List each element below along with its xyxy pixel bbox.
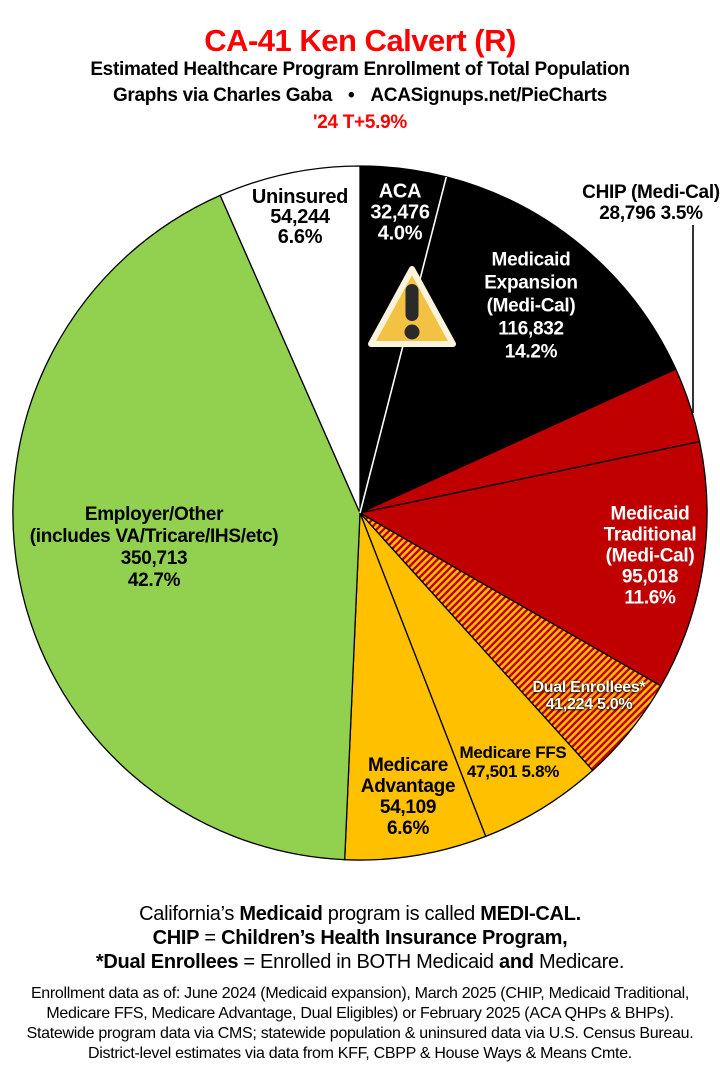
slice-label-medicaid-expansion: Medicaid Expansion (Medi-Cal) 116,832 14… xyxy=(484,249,578,363)
footnote-chip-definition: CHIP = Children’s Health Insurance Progr… xyxy=(152,927,568,949)
bullet-separator: • xyxy=(348,85,355,106)
warning-exclamation-dot xyxy=(404,324,420,340)
pie-slice-medicare-ffs xyxy=(359,512,594,838)
page-title: CA-41 Ken Calvert (R) xyxy=(204,23,516,58)
pie-slice-medicaid-traditional xyxy=(359,440,708,687)
source-line-4: District-level estimates via data from K… xyxy=(88,1045,632,1062)
slice-label-medicaid-traditional: Medicaid Traditional (Medi-Cal) 95,018 1… xyxy=(603,503,697,609)
credit-line: Graphs via Charles Gaba • ACASignups.net/P… xyxy=(0,84,720,108)
warning-exclamation-bar xyxy=(405,284,419,321)
slice-label-medicare-ffs: Medicare FFS 47,501 5.8% xyxy=(459,743,567,781)
source-line-3: Statewide program data via CMS; statewid… xyxy=(26,1025,694,1042)
pie-slice-medicare-advantage xyxy=(344,512,487,861)
slice-label-aca: ACA 32,476 4.0% xyxy=(370,180,430,245)
warning-icon xyxy=(368,266,456,347)
pie-slice-employer-other xyxy=(12,194,361,861)
pie-overlays xyxy=(359,176,694,514)
trend-note: '24 T+5.9% xyxy=(313,112,407,133)
pie-slice-medicaid-expansion xyxy=(359,176,677,514)
footnote-dual-definition: *Dual Enrollees = Enrolled in BOTH Medic… xyxy=(95,951,625,973)
credit-site: ACASignups.net/PieCharts xyxy=(370,85,608,106)
pie-chart xyxy=(0,150,720,880)
slice-label-uninsured: Uninsured 54,244 6.6% xyxy=(251,186,349,248)
chart-subtitle: Estimated Healthcare Program Enrollment … xyxy=(90,59,630,80)
source-line-1: Enrollment data as of: June 2024 (Medica… xyxy=(30,985,690,1002)
source-line-2: Medicare FFS, Medicare Advantage, Dual E… xyxy=(46,1005,674,1022)
credit-author: Graphs via Charles Gaba xyxy=(112,85,333,106)
slice-label-medicare-advantage: Medicare Advantage 54,109 6.6% xyxy=(360,755,456,839)
footnotes-block: California’s Medicaid program is called … xyxy=(0,902,720,974)
footnote-medicaid-name: California’s Medicaid program is called … xyxy=(139,903,581,925)
pie-svg xyxy=(12,165,708,861)
sources-block: Enrollment data as of: June 2024 (Medica… xyxy=(0,984,720,1064)
pie-slice-uninsured xyxy=(219,165,361,514)
slice-label-employer-other: Employer/Other (includes VA/Tricare/IHS/… xyxy=(29,504,279,591)
slice-label-chip: CHIP (Medi-Cal) 28,796 3.5% xyxy=(582,182,720,224)
slice-label-dual-enrollees: Dual Enrollees* 41,224 5.0% xyxy=(532,679,646,713)
